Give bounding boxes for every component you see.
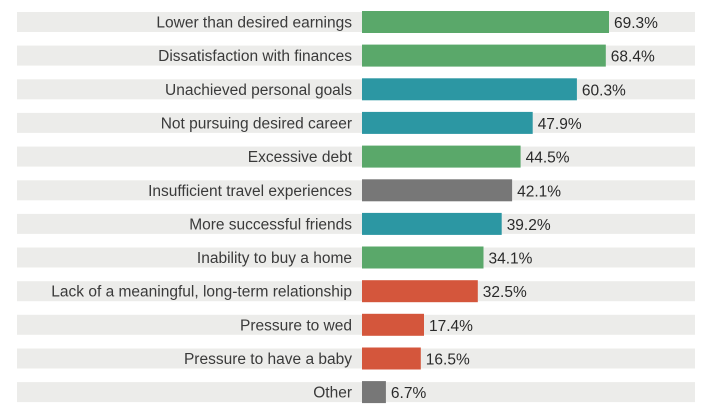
- value-label: 32.5%: [483, 284, 527, 301]
- category-label: Not pursuing desired career: [161, 115, 352, 132]
- row-background: [17, 314, 695, 335]
- value-label: 39.2%: [507, 217, 551, 234]
- category-label: Lack of a meaningful, long-term relation…: [51, 284, 352, 301]
- category-label: Lower than desired earnings: [156, 15, 352, 32]
- bar: [362, 78, 577, 101]
- category-label: More successful friends: [189, 216, 352, 233]
- value-label: 44.5%: [526, 150, 570, 167]
- bar-row: More successful friends 39.2%: [17, 212, 695, 235]
- bar: [362, 313, 424, 336]
- category-label: Inability to buy a home: [197, 250, 352, 267]
- bar-row: Not pursuing desired career 47.9%: [17, 111, 695, 134]
- bar: [362, 212, 502, 235]
- category-label: Pressure to have a baby: [184, 351, 352, 368]
- bar-row: Insufficient travel experiences 42.1%: [17, 179, 695, 202]
- bar-row: Lack of a meaningful, long-term relation…: [17, 280, 695, 303]
- category-label: Insufficient travel experiences: [148, 183, 352, 200]
- value-label: 47.9%: [538, 116, 582, 133]
- bar: [362, 280, 478, 303]
- bar: [362, 145, 521, 168]
- row-background: [17, 112, 695, 133]
- row-background: [17, 213, 695, 234]
- row-background: [17, 281, 695, 302]
- value-label: 69.3%: [614, 15, 658, 32]
- category-label: Dissatisfaction with finances: [158, 48, 352, 65]
- bar: [362, 111, 533, 134]
- bar-row: Dissatisfaction with finances 68.4%: [17, 44, 695, 67]
- row-background: [17, 180, 695, 201]
- bar: [362, 246, 484, 269]
- value-label: 16.5%: [426, 352, 470, 369]
- bar: [362, 381, 386, 404]
- bar-row: Pressure to wed 17.4%: [17, 313, 695, 336]
- bar-row: Unachieved personal goals 60.3%: [17, 78, 695, 101]
- value-label: 6.7%: [391, 385, 427, 402]
- category-label: Unachieved personal goals: [165, 82, 352, 99]
- row-background: [17, 146, 695, 167]
- row-background: [17, 348, 695, 369]
- bar-row: Other 6.7%: [17, 381, 695, 404]
- category-label: Excessive debt: [248, 149, 353, 166]
- bar-row: Excessive debt 44.5%: [17, 145, 695, 168]
- value-label: 60.3%: [582, 82, 626, 99]
- bar-row: Pressure to have a baby 16.5%: [17, 347, 695, 370]
- row-background: [17, 382, 695, 403]
- value-label: 34.1%: [489, 251, 533, 268]
- bar: [362, 44, 606, 67]
- category-label: Pressure to wed: [240, 317, 352, 334]
- value-label: 17.4%: [429, 318, 473, 335]
- bar: [362, 179, 513, 202]
- value-label: 68.4%: [611, 49, 655, 66]
- bar-row: Inability to buy a home 34.1%: [17, 246, 695, 269]
- value-label: 42.1%: [517, 183, 561, 200]
- row-background: [17, 247, 695, 268]
- category-label: Other: [313, 385, 352, 402]
- bar: [362, 347, 421, 370]
- bar: [362, 11, 609, 33]
- bar-row: Lower than desired earnings 69.3%: [17, 11, 695, 33]
